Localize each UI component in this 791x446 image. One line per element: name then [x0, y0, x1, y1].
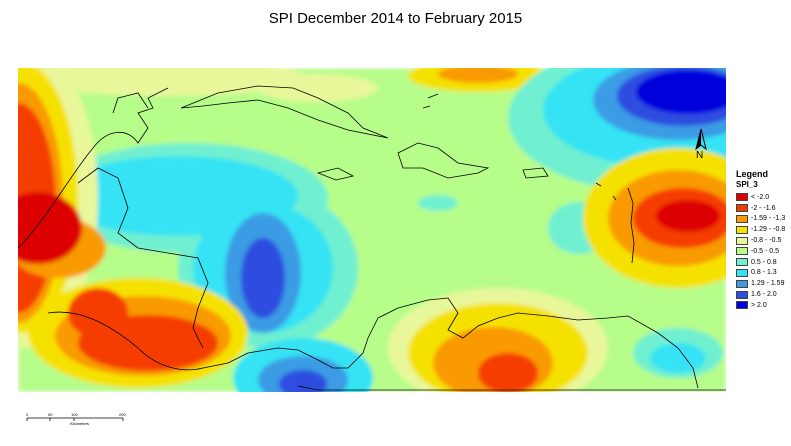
legend-item: < -2.0 — [736, 192, 791, 203]
scale-tick-200: 200 — [119, 412, 126, 417]
legend-title: Legend — [736, 169, 769, 179]
legend-item: -0.5 - 0.5 — [736, 246, 791, 257]
legend-swatch — [736, 290, 748, 299]
legend-swatch — [736, 214, 748, 223]
spi-raster — [18, 68, 726, 392]
legend-item: 1.6 - 2.0 — [736, 289, 791, 300]
legend-items: < -2.0 -2 - -1.6 -1.59 - -1.3 -1.29 - -0.8 -… — [736, 192, 791, 311]
legend-item: -1.59 - -1.3 — [736, 214, 791, 225]
scale-unit: Kilometers — [70, 421, 89, 426]
legend-swatch — [736, 247, 748, 256]
legend-item-label: 0.5 - 0.8 — [751, 258, 777, 266]
legend-item: > 2.0 — [736, 300, 791, 311]
legend-item: -2 - -1.6 — [736, 203, 791, 214]
north-arrow-icon — [694, 128, 708, 165]
legend-item-label: -2 - -1.6 — [751, 204, 776, 212]
legend-swatch — [736, 204, 748, 213]
coastlines — [18, 85, 726, 391]
map-title: SPI December 2014 to February 2015 — [268, 10, 523, 27]
legend-item-label: -1.29 - -0.8 — [751, 226, 786, 234]
legend-item-label: -1.59 - -1.3 — [751, 215, 786, 223]
legend-item-label: 1.29 - 1.59 — [751, 280, 785, 288]
legend-layer-name: SPI_3 — [736, 180, 758, 189]
legend-item: 0.5 - 0.8 — [736, 257, 791, 268]
scale-tick-0: 0 — [26, 412, 29, 417]
legend-swatch — [736, 279, 748, 288]
scale-bar: 0 50 100 200 Kilometers — [26, 410, 136, 430]
scale-tick-50: 50 — [48, 412, 53, 417]
legend-swatch — [736, 268, 748, 277]
legend-swatch — [736, 225, 748, 234]
legend-item-label: -0.8 - -0.5 — [751, 237, 782, 245]
legend-item: 1.29 - 1.59 — [736, 278, 791, 289]
legend-item-label: > 2.0 — [751, 301, 767, 309]
legend: Legend SPI_3 < -2.0 -2 - -1.6 -1.59 - -1.3… — [736, 169, 791, 311]
legend-item-label: 0.8 - 1.3 — [751, 269, 777, 277]
legend-item: -1.29 - -0.8 — [736, 224, 791, 235]
legend-item-label: < -2.0 — [751, 193, 770, 201]
legend-item: -0.8 - -0.5 — [736, 235, 791, 246]
north-arrow-label: N — [696, 150, 704, 161]
scale-tick-100: 100 — [71, 412, 78, 417]
legend-swatch — [736, 258, 748, 267]
legend-item-label: 1.6 - 2.0 — [751, 291, 777, 299]
legend-item: 0.8 - 1.3 — [736, 268, 791, 279]
legend-swatch — [736, 193, 748, 202]
legend-item-label: -0.5 - 0.5 — [751, 247, 780, 255]
spi-map — [18, 68, 726, 392]
legend-swatch — [736, 236, 748, 245]
legend-swatch — [736, 301, 748, 310]
